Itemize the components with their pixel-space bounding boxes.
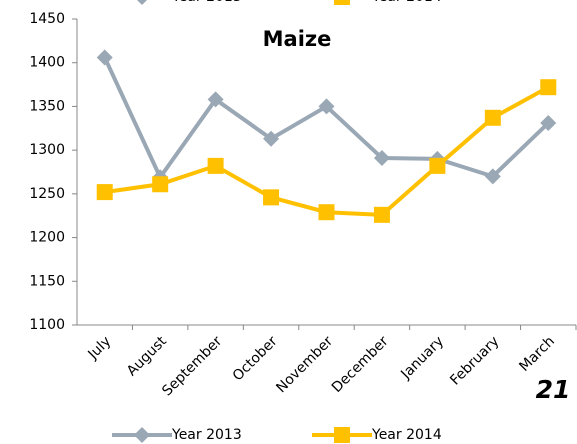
point [540, 79, 557, 96]
point [373, 206, 390, 223]
point [540, 115, 557, 132]
page-number: 21 [536, 375, 571, 404]
point [152, 176, 169, 193]
x-tick-label: August [124, 333, 170, 379]
x-tick-label: November [273, 333, 336, 396]
point [334, 0, 350, 5]
y-tick-label: 1450 [29, 11, 65, 27]
legend-label: Year 2014 [371, 0, 442, 5]
y-tick-label: 1350 [29, 98, 65, 114]
point [334, 427, 350, 443]
point [96, 49, 113, 66]
point [318, 98, 335, 115]
legend-label: Year 2013 [171, 0, 242, 5]
point [263, 189, 280, 206]
point [137, 0, 147, 5]
legend-label: Year 2013 [171, 427, 242, 443]
point [429, 157, 446, 174]
x-tick-label: September [159, 333, 225, 399]
chart-title: Maize [263, 27, 332, 51]
point [484, 168, 501, 185]
y-tick-label: 1400 [29, 55, 65, 71]
point [373, 150, 390, 167]
point [134, 427, 150, 443]
point [263, 130, 280, 147]
point [318, 204, 335, 221]
point [484, 109, 501, 126]
y-tick-label: 1100 [29, 317, 65, 333]
point [207, 91, 224, 108]
x-tick-label: January [397, 333, 447, 383]
y-tick-label: 1150 [29, 273, 65, 289]
y-tick-label: 1250 [29, 186, 65, 202]
x-tick-label: December [329, 333, 392, 396]
series-line [102, 56, 550, 182]
point [207, 157, 224, 174]
point [96, 184, 113, 201]
x-tick-label: March [516, 333, 557, 374]
y-tick-label: 1200 [29, 230, 65, 246]
y-tick-label: 1300 [29, 142, 65, 158]
x-tick-label: October [230, 333, 281, 384]
legend-label: Year 2014 [371, 427, 442, 443]
x-tick-label: February [447, 333, 502, 388]
x-tick-label: July [85, 333, 115, 363]
